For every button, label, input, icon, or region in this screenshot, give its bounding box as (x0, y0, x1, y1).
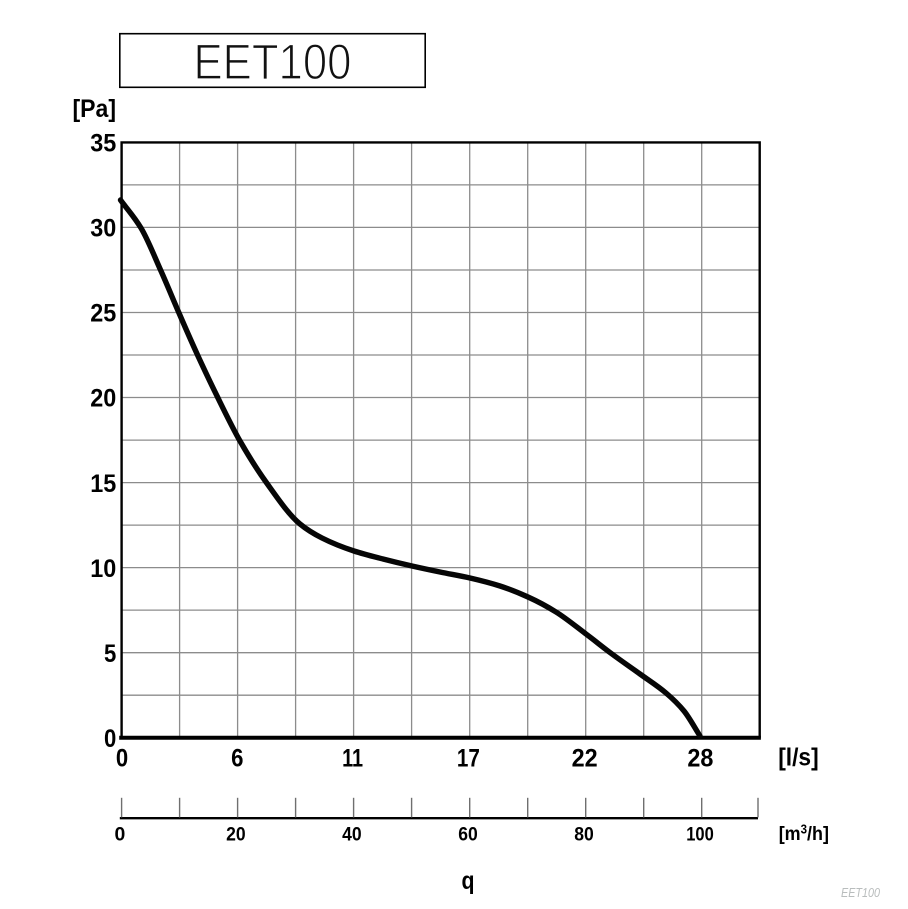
svg-text:35: 35 (90, 130, 116, 158)
svg-text:15: 15 (90, 470, 116, 498)
svg-text:80: 80 (574, 825, 594, 846)
svg-text:20: 20 (226, 825, 246, 846)
svg-text:17: 17 (457, 744, 480, 772)
svg-text:11: 11 (342, 744, 363, 772)
svg-text:28: 28 (687, 744, 713, 772)
svg-text:40: 40 (342, 825, 362, 846)
svg-text:5: 5 (104, 640, 116, 668)
svg-text:10: 10 (90, 555, 116, 583)
svg-text:60: 60 (458, 825, 478, 846)
svg-text:22: 22 (572, 744, 598, 772)
svg-text:25: 25 (90, 300, 116, 328)
svg-text:0: 0 (104, 725, 116, 753)
svg-text:0: 0 (116, 744, 128, 772)
svg-text:EET100: EET100 (841, 885, 881, 900)
svg-text:20: 20 (90, 385, 116, 413)
svg-text:[m3/h]: [m3/h] (779, 822, 829, 844)
svg-text:EET100: EET100 (194, 34, 352, 90)
svg-text:[Pa]: [Pa] (73, 95, 117, 123)
svg-text:100: 100 (686, 825, 714, 846)
svg-text:30: 30 (90, 215, 116, 243)
svg-text:0: 0 (115, 825, 126, 846)
svg-text:q: q (462, 867, 475, 895)
svg-text:6: 6 (231, 744, 243, 772)
svg-text:[l/s]: [l/s] (778, 744, 819, 772)
